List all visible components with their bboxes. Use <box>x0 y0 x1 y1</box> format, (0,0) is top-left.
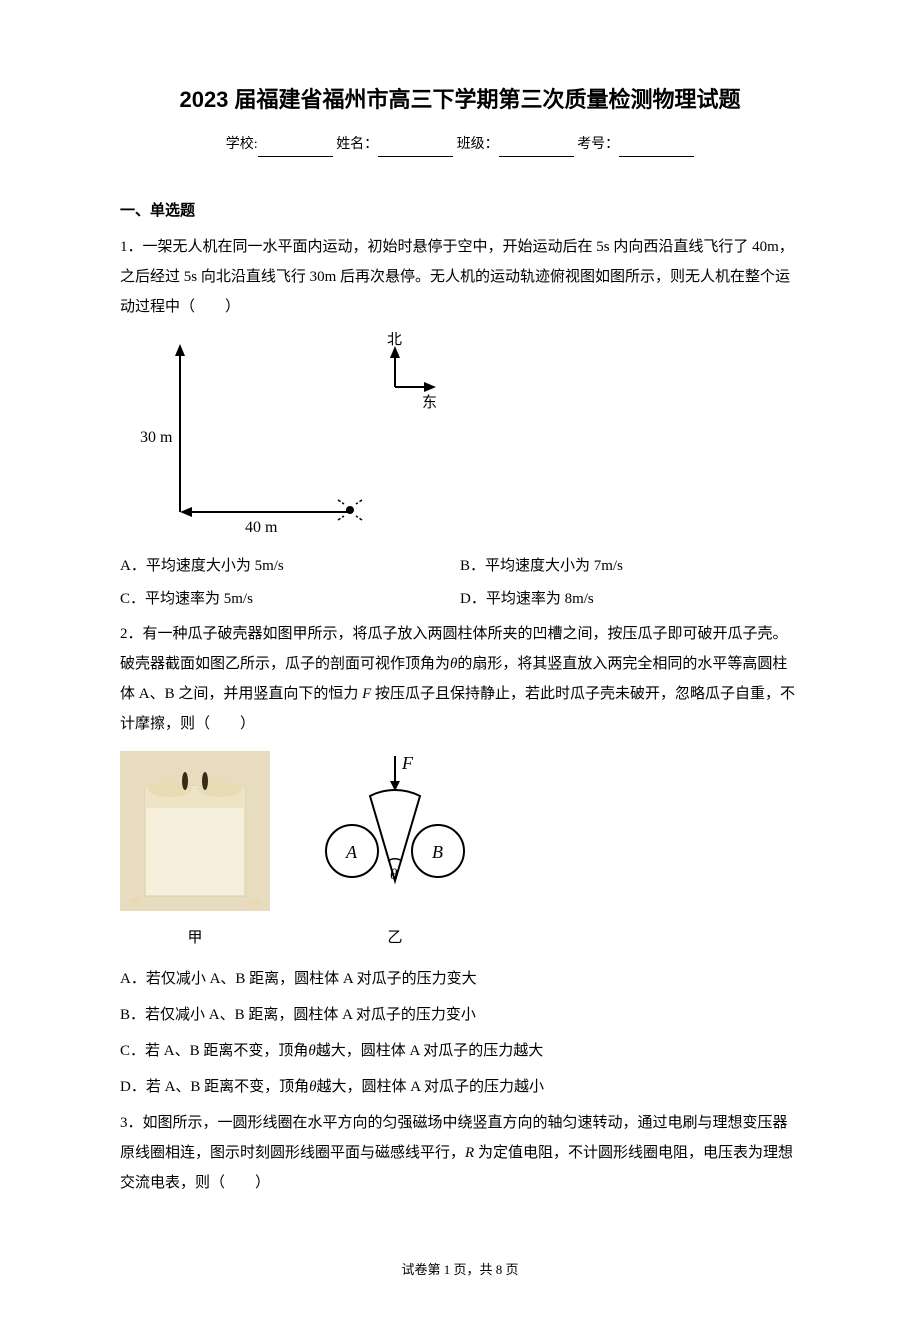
q2-opt-d-p1: D．若 A、B 距离不变，顶角 <box>120 1079 309 1095</box>
id-label: 考号： <box>577 137 619 152</box>
q2-opt-d: D．若 A、B 距离不变，顶角θ越大，圆柱体 A 对瓜子的压力越小 <box>120 1072 800 1102</box>
q2-label-B: B <box>432 842 443 862</box>
name-label: 姓名： <box>336 137 378 152</box>
q2-opt-d-p2: 越大，圆柱体 A 对瓜子的压力越小 <box>317 1079 545 1095</box>
question-3-text: 3．如图所示，一圆形线圈在水平方向的匀强磁场中绕竖直方向的轴匀速转动，通过电刷与… <box>120 1108 800 1198</box>
q1-north-label: 北 <box>387 332 402 348</box>
school-blank <box>258 141 333 157</box>
student-info-line: 学校: 姓名： 班级： 考号： <box>120 132 800 157</box>
question-2-text: 2．有一种瓜子破壳器如图甲所示，将瓜子放入两圆柱体所夹的凹槽之间，按压瓜子即可破… <box>120 619 800 739</box>
q2-caption-left: 甲 <box>120 925 270 952</box>
q3-r-var: R <box>465 1145 474 1161</box>
q2-opt-d-theta: θ <box>309 1079 316 1095</box>
q2-label-theta: θ <box>390 867 398 883</box>
q2-opt-c-p2: 越大，圆柱体 A 对瓜子的压力越大 <box>316 1043 544 1059</box>
question-1-text: 1．一架无人机在同一水平面内运动，初始时悬停于空中，开始运动后在 5s 内向西沿… <box>120 232 800 322</box>
q2-caption-right: 乙 <box>310 925 480 952</box>
q1-options-row-1: A．平均速度大小为 5m/s B．平均速度大小为 7m/s <box>120 553 800 580</box>
q1-opt-b: B．平均速度大小为 7m/s <box>460 553 800 580</box>
q2-force: F <box>362 686 371 702</box>
q2-opt-a: A．若仅减小 A、B 距离，圆柱体 A 对瓜子的压力变大 <box>120 964 800 994</box>
section-1-heading: 一、单选题 <box>120 197 800 224</box>
school-label: 学校: <box>226 137 258 152</box>
page-footer: 试卷第 1 页，共 8 页 <box>120 1258 800 1281</box>
class-label: 班级： <box>457 137 499 152</box>
name-blank <box>378 141 453 157</box>
q2-opt-c-theta: θ <box>308 1043 315 1059</box>
q2-label-F: F <box>401 753 414 773</box>
q2-opt-c-p1: C．若 A、B 距离不变，顶角 <box>120 1043 308 1059</box>
q1-east-label: 东 <box>422 394 437 411</box>
q1-opt-d: D．平均速率为 8m/s <box>460 586 800 613</box>
q2-opt-b: B．若仅减小 A、B 距离，圆柱体 A 对瓜子的压力变小 <box>120 1000 800 1030</box>
question-2-figures: 甲 F θ A B 乙 <box>120 751 800 953</box>
question-1-figure: 30 m 40 m 北 东 <box>120 332 800 543</box>
q1-options-row-2: C．平均速率为 5m/s D．平均速率为 8m/s <box>120 586 800 613</box>
q2-label-A: A <box>345 842 358 862</box>
q1-x-label: 40 m <box>245 519 278 532</box>
q1-y-label: 30 m <box>140 429 173 446</box>
q2-opt-c: C．若 A、B 距离不变，顶角θ越大，圆柱体 A 对瓜子的压力越大 <box>120 1036 800 1066</box>
class-blank <box>499 141 574 157</box>
q1-opt-a: A．平均速度大小为 5m/s <box>120 553 460 580</box>
id-blank <box>619 141 694 157</box>
q2-figure-right: F θ A B 乙 <box>310 751 480 953</box>
page-title: 2023 届福建省福州市高三下学期第三次质量检测物理试题 <box>120 80 800 120</box>
q1-opt-c: C．平均速率为 5m/s <box>120 586 460 613</box>
q2-figure-left: 甲 <box>120 751 270 953</box>
